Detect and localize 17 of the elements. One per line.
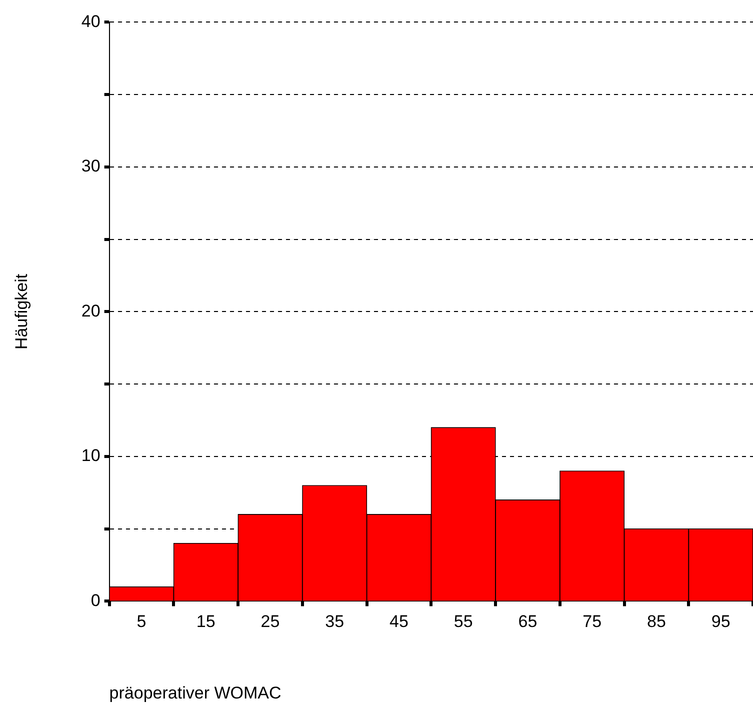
x-tick-label: 55 [454, 612, 473, 632]
y-axis-title: Häufigkeit [12, 274, 31, 350]
y-tick-label: 30 [81, 156, 100, 176]
x-tick-label: 95 [711, 612, 730, 632]
x-tick-label: 45 [390, 612, 408, 632]
x-tick-label: 35 [325, 612, 344, 632]
x-tick-label: 65 [518, 612, 538, 632]
y-tick-label: 0 [90, 590, 100, 610]
x-tick-label: 5 [136, 612, 146, 632]
x-axis-title: präoperativer WOMAC [109, 683, 282, 702]
y-tick-label: 40 [81, 12, 100, 31]
x-tick-label: 75 [582, 612, 602, 632]
x-tick-label: 25 [260, 612, 280, 632]
y-tick-label: 10 [81, 446, 100, 466]
x-tick-label: 85 [646, 612, 666, 632]
y-tick-label: 20 [81, 301, 100, 320]
x-tick-label: 15 [196, 612, 216, 632]
